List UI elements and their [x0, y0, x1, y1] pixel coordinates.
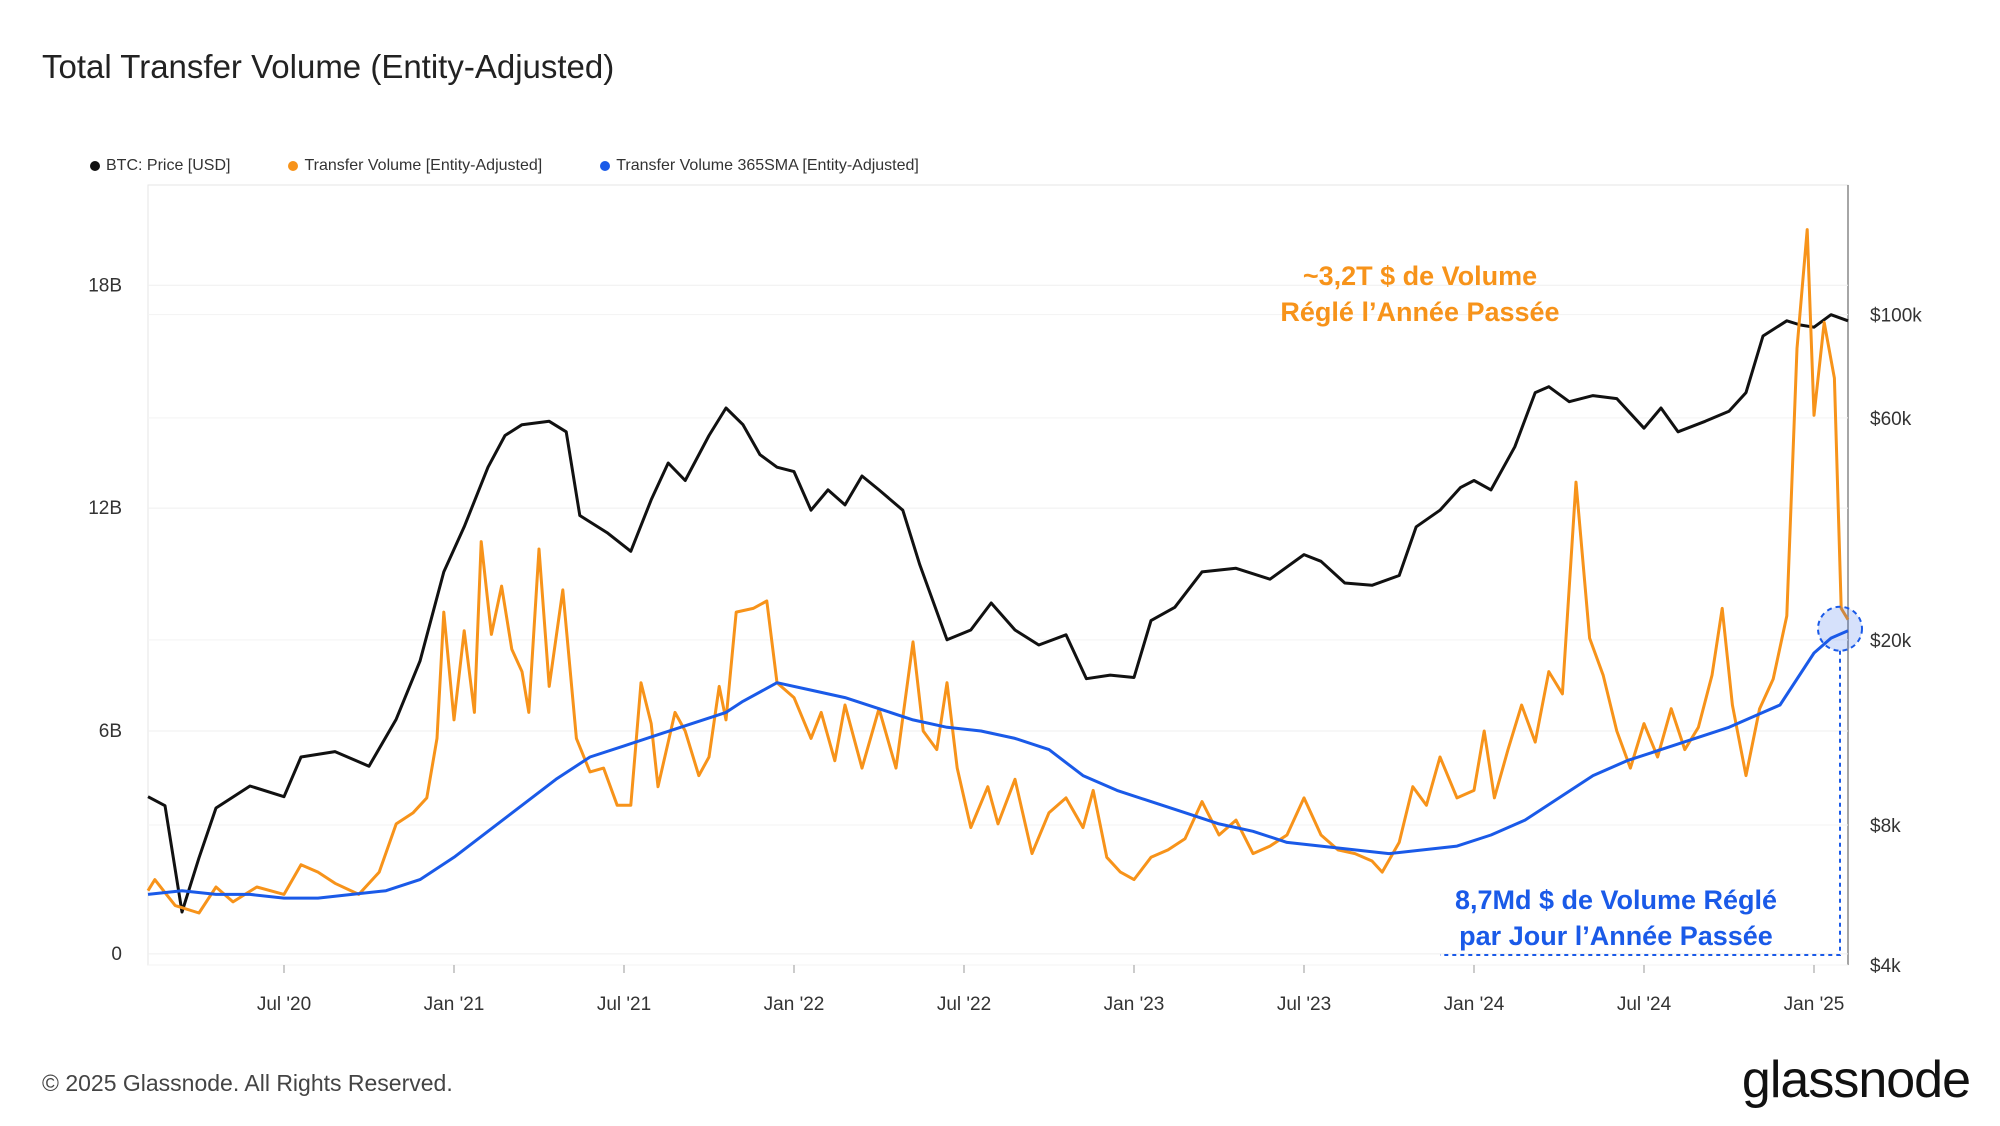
x-tick-label: Jul '23	[1277, 994, 1331, 1015]
x-tick-label: Jan '25	[1784, 994, 1845, 1015]
x-tick-label: Jan '22	[764, 994, 825, 1015]
x-tick-label: Jan '24	[1444, 994, 1505, 1015]
annotation-text: Réglé l’Année Passée	[1280, 297, 1559, 327]
y-left-tick-label: 18B	[88, 275, 122, 296]
legend-label-price: BTC: Price [USD]	[106, 157, 231, 174]
glassnode-logo: glassnode	[1741, 1051, 1971, 1109]
y-right-tick-label: $4k	[1870, 956, 1901, 977]
chart-title: Total Transfer Volume (Entity-Adjusted)	[42, 48, 615, 85]
legend: BTC: Price [USD] Transfer Volume [Entity…	[90, 157, 977, 175]
legend-dot-sma	[600, 161, 611, 171]
legend-label-volume: Transfer Volume [Entity-Adjusted]	[304, 157, 543, 174]
copyright-footer: © 2025 Glassnode. All Rights Reserved.	[42, 1070, 453, 1096]
transfer-volume-line	[146, 228, 1850, 915]
x-tick-label: Jan '21	[424, 994, 485, 1015]
y-left-tick-label: 0	[111, 944, 122, 965]
x-tick-label: Jul '22	[937, 994, 991, 1015]
y-left-tick-label: 12B	[88, 498, 122, 519]
plot-frame	[147, 184, 1849, 966]
legend-item-price[interactable]: BTC: Price [USD]	[90, 157, 230, 175]
highlight-circle	[1817, 605, 1863, 652]
annotation-text: ~3,2T $ de Volume	[1303, 261, 1537, 291]
y-right-tick-label: $8k	[1870, 816, 1901, 837]
legend-dot-price	[90, 161, 100, 171]
y-right-tick-label: $100k	[1870, 306, 1922, 327]
x-tick-label: Jan '23	[1104, 994, 1165, 1015]
callout-dotted-line	[1440, 650, 1841, 956]
annotation-text: par Jour l’Année Passée	[1459, 921, 1773, 951]
annotation-text: 8,7Md $ de Volume Réglé	[1455, 885, 1777, 915]
transfer-volume-sma-line	[147, 629, 1849, 900]
btc-price-line	[147, 313, 1849, 914]
y-left-tick-label: 6B	[99, 721, 122, 742]
legend-dot-volume	[288, 161, 299, 171]
x-tick-label: Jul '20	[257, 994, 311, 1015]
y-right-tick-label: $60k	[1870, 409, 1912, 430]
y-right-tick-label: $20k	[1870, 631, 1912, 652]
legend-item-sma[interactable]: Transfer Volume 365SMA [Entity-Adjusted]	[600, 157, 919, 175]
legend-label-sma: Transfer Volume 365SMA [Entity-Adjusted]	[616, 157, 919, 174]
x-tick-label: Jul '24	[1617, 994, 1672, 1015]
x-tick-label: Jul '21	[597, 994, 651, 1015]
legend-item-volume[interactable]: Transfer Volume [Entity-Adjusted]	[288, 157, 542, 175]
